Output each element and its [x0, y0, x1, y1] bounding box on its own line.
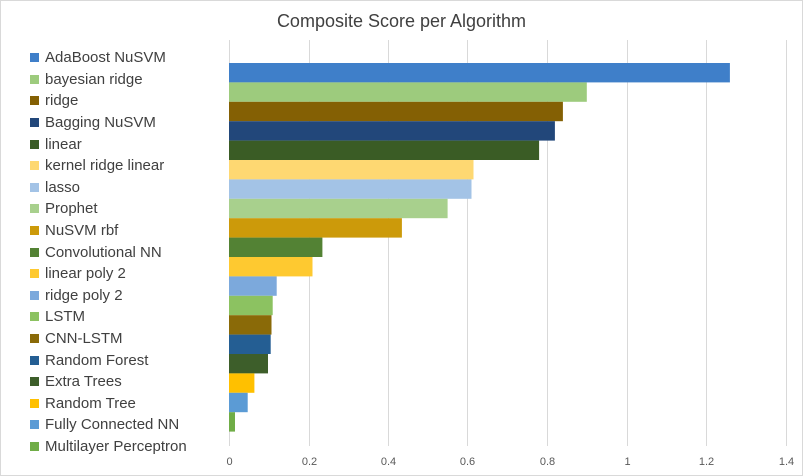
legend-item: Extra Trees	[30, 371, 230, 393]
chart-title: Composite Score per Algorithm	[276, 11, 527, 31]
bar	[229, 334, 271, 354]
bar	[229, 295, 273, 316]
legend-item: bayesian ridge	[30, 69, 230, 91]
x-tick-label: 1.4	[779, 456, 794, 468]
x-tick-label: 0.4	[381, 456, 396, 468]
legend-swatch	[30, 377, 39, 387]
x-tick-label: 0.2	[302, 456, 317, 468]
legend-swatch	[30, 247, 39, 257]
legend-item: kernel ridge linear	[30, 155, 230, 177]
bar	[229, 373, 255, 393]
legend-swatch	[30, 139, 39, 149]
legend-item: NuSVM rbf	[30, 220, 230, 242]
bar	[229, 121, 555, 141]
legend-label: CNN-LSTM	[45, 330, 123, 348]
legend-label: Fully Connected NN	[45, 416, 180, 434]
legend-swatch	[30, 53, 39, 63]
legend-label: lasso	[45, 178, 81, 196]
legend-item: CNN-LSTM	[30, 328, 230, 350]
legend-swatch	[30, 226, 39, 236]
legend-label: Prophet	[45, 200, 98, 218]
bar	[229, 82, 587, 102]
legend-item: Convolutional NN	[30, 241, 230, 263]
x-tick-label: 0	[226, 456, 232, 468]
legend-item: Prophet	[30, 198, 230, 220]
legend-label: ridge poly 2	[45, 286, 123, 304]
legend-swatch	[30, 204, 39, 214]
bar	[229, 392, 248, 413]
bar	[229, 354, 268, 374]
legend-item: AdaBoost NuSVM	[30, 47, 230, 69]
legend-label: ridge	[45, 92, 79, 110]
legend-label: NuSVM rbf	[45, 222, 119, 240]
legend-item: Fully Connected NN	[30, 414, 230, 436]
bar	[229, 160, 474, 180]
legend-label: Extra Trees	[45, 373, 122, 391]
legend-label: linear	[45, 135, 82, 153]
legend-label: Convolutional NN	[45, 243, 162, 261]
legend-swatch	[30, 74, 39, 84]
legend-item: ridge poly 2	[30, 285, 230, 307]
legend-swatch	[30, 290, 39, 300]
legend-swatch	[30, 269, 39, 279]
x-tick-label: 0.6	[460, 456, 475, 468]
legend-swatch	[30, 334, 39, 344]
legend-swatch	[30, 398, 39, 408]
bar	[229, 179, 472, 199]
bar	[229, 276, 277, 296]
bar	[229, 412, 235, 432]
legend-item: Bagging NuSVM	[30, 112, 230, 134]
legend-swatch	[30, 96, 39, 106]
legend-swatch	[30, 161, 39, 171]
legend-label: Bagging NuSVM	[45, 114, 156, 132]
legend-swatch	[30, 420, 39, 430]
legend-item: Random Forest	[30, 349, 230, 371]
legend-item: lasso	[30, 177, 230, 199]
bar	[229, 140, 540, 160]
chart-legend: AdaBoost NuSVM bayesian ridge ridge Bagging…	[30, 47, 230, 457]
legend-label: Multilayer Perceptron	[45, 437, 187, 455]
legend-swatch	[30, 355, 39, 365]
legend-item: Random Tree	[30, 393, 230, 415]
bar	[229, 63, 730, 83]
legend-item: LSTM	[30, 306, 230, 328]
legend-swatch	[30, 441, 39, 451]
bar	[229, 198, 448, 219]
x-tick-label: 1.2	[699, 456, 714, 468]
legend-item: linear	[30, 133, 230, 155]
x-tick-label: 1	[624, 456, 630, 468]
legend-item: Multilayer Perceptron	[30, 436, 230, 458]
legend-label: bayesian ridge	[45, 70, 143, 88]
legend-item: linear poly 2	[30, 263, 230, 285]
bar	[229, 218, 402, 238]
bar	[229, 257, 313, 277]
legend-swatch	[30, 182, 39, 192]
legend-label: AdaBoost NuSVM	[45, 49, 166, 67]
legend-swatch	[30, 312, 39, 322]
x-tick-label: 0.8	[540, 456, 555, 468]
bar	[229, 315, 272, 335]
legend-label: LSTM	[45, 308, 86, 326]
legend-label: Random Tree	[45, 394, 136, 412]
legend-label: kernel ridge linear	[45, 157, 165, 175]
legend-label: linear poly 2	[45, 265, 126, 283]
legend-label: Random Forest	[45, 351, 149, 369]
bar	[229, 101, 563, 122]
legend-item: ridge	[30, 90, 230, 112]
bar	[229, 237, 323, 257]
legend-swatch	[30, 118, 39, 128]
